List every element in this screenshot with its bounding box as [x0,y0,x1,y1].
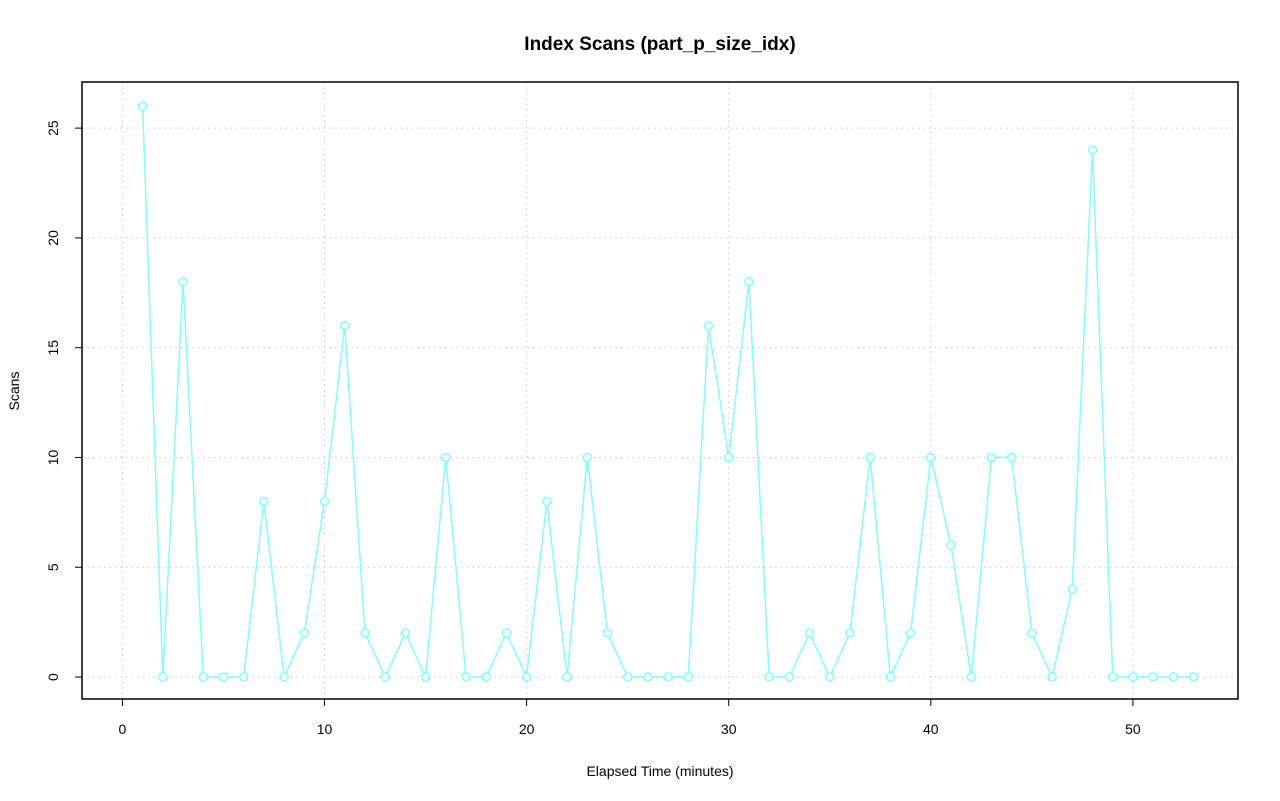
y-tick-label: 15 [45,340,61,356]
data-point [845,628,855,638]
x-tick-label: 30 [721,721,737,737]
data-point [622,672,633,682]
data-point [1168,672,1179,682]
data-point [885,672,896,682]
data-point [1128,672,1138,682]
y-axis-label: Scans [6,372,22,411]
x-axis: 0 10 20 30 40 50 [119,699,1141,737]
data-point [744,277,754,287]
grid [82,82,1238,699]
data-point [238,672,249,682]
data-point [986,452,997,463]
data-point [562,672,572,682]
data-point [703,320,714,331]
data-point [319,496,330,507]
data-point [441,452,451,463]
data-point [1006,452,1017,463]
data-point [764,672,774,682]
x-tick-label: 40 [923,721,939,737]
data-point [521,672,532,682]
y-tick-label: 20 [45,230,61,246]
data-point [481,672,491,682]
data-point [137,101,148,111]
data-points [137,101,1199,682]
data-point [582,452,592,463]
y-axis: 0 5 10 15 20 25 [45,120,82,681]
data-point [279,672,289,682]
x-axis-label: Elapsed Time (minutes) [586,763,733,779]
y-tick-label: 0 [45,673,61,681]
x-tick-label: 0 [119,721,127,737]
x-tick-label: 50 [1125,721,1141,737]
data-point [683,672,694,682]
data-point [1087,145,1098,155]
data-point [1148,672,1158,682]
series-line [141,106,1194,680]
data-point [643,672,653,682]
data-point [218,672,229,682]
data-point [380,672,390,682]
y-tick-label: 10 [45,449,61,465]
data-point [339,320,350,331]
y-tick-label: 25 [45,120,61,136]
y-tick-label: 5 [45,563,61,571]
data-point [461,672,471,682]
data-point [420,672,431,682]
chart-title: Index Scans (part_p_size_idx) [524,34,795,55]
data-point [804,628,815,638]
x-tick-label: 20 [519,721,535,737]
data-point [259,496,269,507]
data-point [1067,584,1078,594]
data-point [542,496,552,507]
data-point [1027,628,1037,638]
data-point [158,672,168,682]
data-point [723,452,734,463]
data-point [825,672,835,682]
x-tick-label: 10 [317,721,333,737]
data-point [966,672,976,682]
data-point [501,628,512,638]
data-point [400,628,411,638]
data-point [926,452,936,463]
data-point [946,540,956,551]
data-point [602,628,613,638]
data-point [360,628,370,638]
data-point [905,628,916,638]
data-point [178,277,188,287]
data-point [299,628,310,638]
data-point [1047,672,1057,682]
data-point [1107,672,1118,682]
data-point [1188,672,1199,682]
data-point [663,672,673,682]
data-point [198,672,209,682]
data-point [784,672,795,682]
data-point [865,452,875,463]
plot-frame [81,81,1239,700]
